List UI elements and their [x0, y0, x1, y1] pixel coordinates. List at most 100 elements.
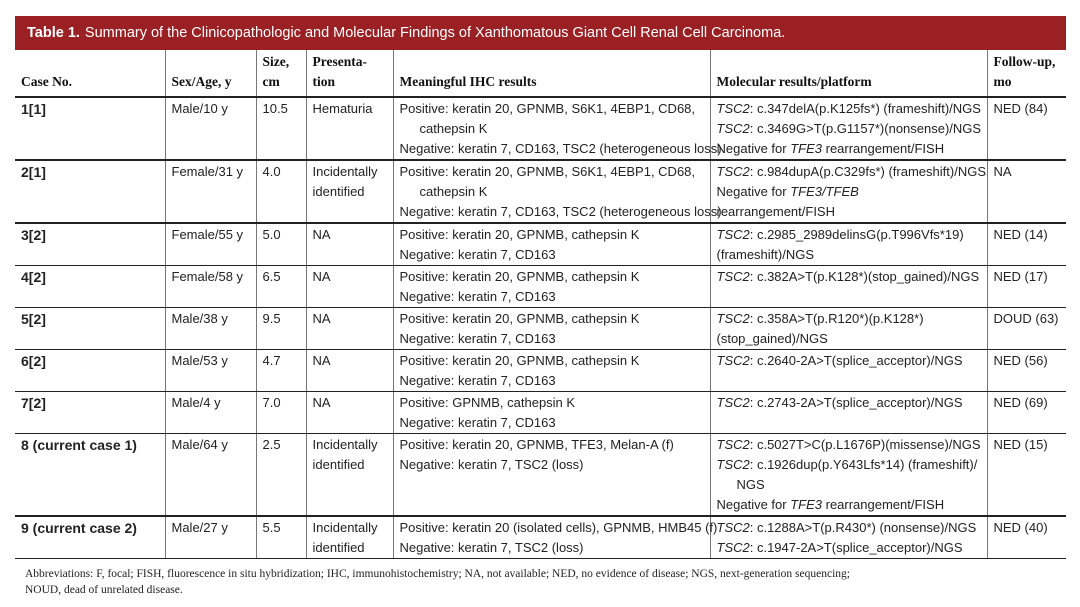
gene-name: TSC2 — [716, 311, 750, 326]
findings-table: Case No. Sex/Age, y Size, cm Presenta-tio… — [15, 50, 1066, 559]
gene-name: TSC2 — [716, 353, 750, 368]
cell-presentation: Incidentally identified — [305, 160, 393, 224]
cell-case: 7[2] — [15, 391, 165, 434]
col-header-ihc: Meaningful IHC results — [392, 50, 710, 98]
gene-name: TSC2 — [716, 121, 750, 136]
footnote-line-1: Abbreviations: F, focal; FISH, fluoresce… — [25, 568, 850, 580]
gene-name: TFE3 — [790, 497, 822, 512]
cell-case: 5[2] — [15, 307, 165, 350]
cell-presentation: NA — [305, 223, 393, 266]
table-row: 9 (current case 2) Male/27 y 5.5 Incidental… — [15, 516, 1066, 559]
gene-name: TSC2 — [716, 269, 750, 284]
cell-presentation: Incidentally identified — [305, 433, 393, 517]
cell-presentation: Hematuria — [305, 97, 393, 161]
cell-molecular: TSC2: c.358A>T(p.R120*)(p.K128*) (stop_ga… — [709, 307, 987, 350]
gene-name: TFE3 — [790, 141, 822, 156]
cell-sex-age: Female/55 y — [164, 223, 256, 266]
cell-case: 1[1] — [15, 97, 165, 161]
cell-followup: NED (17) — [986, 265, 1066, 308]
table-footnote: Abbreviations: F, focal; FISH, fluoresce… — [25, 566, 1065, 598]
col-header-sex-age: Sex/Age, y — [164, 50, 256, 98]
cell-ihc: Positive: keratin 20, GPNMB, cathepsin K… — [392, 307, 710, 350]
cell-followup: NED (84) — [986, 97, 1066, 161]
gene-name: TSC2 — [716, 457, 750, 472]
cell-followup: NED (69) — [986, 391, 1066, 434]
cell-size: 4.0 — [255, 160, 306, 224]
cell-followup: NED (40) — [986, 516, 1066, 559]
cell-ihc: Positive: keratin 20, GPNMB, S6K1, 4EBP1… — [392, 97, 722, 161]
cell-size: 4.7 — [255, 349, 306, 392]
cell-size: 9.5 — [255, 307, 306, 350]
cell-followup: DOUD (63) — [986, 307, 1066, 350]
gene-name: TSC2 — [716, 164, 750, 179]
gene-name: TSC2 — [716, 540, 750, 555]
cell-sex-age: Female/58 y — [164, 265, 256, 308]
table-title-bar: Table 1. Summary of the Clinicopathologi… — [15, 16, 1066, 50]
gene-name: TSC2 — [716, 520, 750, 535]
col-header-presentation: Presenta-tion — [305, 50, 393, 98]
cell-sex-age: Female/31 y — [164, 160, 256, 224]
cell-sex-age: Male/4 y — [164, 391, 256, 434]
table-row: 6[2] Male/53 y 4.7 NA Positive: keratin 20, … — [15, 349, 1066, 392]
cell-followup: NED (14) — [986, 223, 1066, 266]
cell-ihc: Positive: keratin 20, GPNMB, cathepsin K… — [392, 265, 710, 308]
cell-followup: NED (15) — [986, 433, 1066, 517]
table-row: 5[2] Male/38 y 9.5 NA Positive: keratin 20, … — [15, 307, 1066, 350]
cell-size: 7.0 — [255, 391, 306, 434]
cell-sex-age: Male/10 y — [164, 97, 256, 161]
col-header-followup: Follow-up, mo — [986, 50, 1066, 98]
cell-size: 2.5 — [255, 433, 306, 517]
cell-case: 9 (current case 2) — [15, 516, 165, 559]
cell-presentation: Incidentally identified — [305, 516, 393, 559]
cell-case: 4[2] — [15, 265, 165, 308]
cell-followup: NED (56) — [986, 349, 1066, 392]
cell-sex-age: Male/53 y — [164, 349, 256, 392]
cell-size: 5.5 — [255, 516, 306, 559]
cell-presentation: NA — [305, 265, 393, 308]
table-row: 8 (current case 1) Male/64 y 2.5 Incidental… — [15, 433, 1066, 517]
cell-presentation: NA — [305, 349, 393, 392]
cell-size: 10.5 — [255, 97, 306, 161]
gene-name: TFE3/TFEB — [790, 184, 859, 199]
cell-ihc: Positive: GPNMB, cathepsin K Negative: ke… — [392, 391, 710, 434]
col-header-case: Case No. — [15, 50, 165, 98]
cell-ihc: Positive: keratin 20 (isolated cells), G… — [392, 516, 717, 559]
table-body: 1[1] Male/10 y 10.5 Hematuria Positive: kera… — [15, 97, 1066, 559]
cell-ihc: Positive: keratin 20, GPNMB, TFE3, Melan… — [392, 433, 710, 517]
cell-molecular: TSC2: c.2640-2A>T(splice_acceptor)/NGS — [709, 349, 987, 392]
footnote-line-2: NOUD, dead of unrelated disease. — [25, 584, 183, 596]
gene-name: TSC2 — [716, 227, 750, 242]
col-header-size: Size, cm — [255, 50, 306, 98]
cell-molecular: TSC2: c.5027T>C(p.L1676P)(missense)/NGS T… — [709, 433, 987, 517]
cell-sex-age: Male/27 y — [164, 516, 256, 559]
table-row: 1[1] Male/10 y 10.5 Hematuria Positive: kera… — [15, 97, 1066, 161]
cell-sex-age: Male/38 y — [164, 307, 256, 350]
cell-presentation: NA — [305, 391, 393, 434]
table-row: 2[1] Female/31 y 4.0 Incidentally identified… — [15, 160, 1066, 224]
cell-molecular: TSC2: c.382A>T(p.K128*)(stop_gained)/NGS — [709, 265, 987, 308]
cell-case: 2[1] — [15, 160, 165, 224]
cell-case: 6[2] — [15, 349, 165, 392]
cell-ihc: Positive: keratin 20, GPNMB, cathepsin K… — [392, 349, 710, 392]
cell-molecular: TSC2: c.2985_2989delinsG(p.T996Vfs*19) (f… — [709, 223, 987, 266]
cell-molecular: TSC2: c.1288A>T(p.R430*) (nonsense)/NGS T… — [709, 516, 987, 559]
cell-sex-age: Male/64 y — [164, 433, 256, 517]
gene-name: TSC2 — [716, 101, 750, 116]
header-row: Case No. Sex/Age, y Size, cm Presenta-tio… — [15, 50, 1066, 98]
cell-molecular: TSC2: c.347delA(p.K125fs*) (frameshift)/… — [709, 97, 987, 161]
table-label: Table 1. — [27, 25, 80, 41]
table-row: 3[2] Female/55 y 5.0 NA Positive: keratin 20… — [15, 223, 1066, 266]
cell-size: 5.0 — [255, 223, 306, 266]
cell-ihc: Positive: keratin 20, GPNMB, cathepsin K… — [392, 223, 710, 266]
gene-name: TSC2 — [716, 437, 750, 452]
table-row: 7[2] Male/4 y 7.0 NA Positive: GPNMB, cathep… — [15, 391, 1066, 434]
cell-followup: NA — [986, 160, 1066, 224]
table-title: Summary of the Clinicopathologic and Mol… — [84, 25, 786, 41]
cell-molecular: TSC2: c.2743-2A>T(splice_acceptor)/NGS — [709, 391, 987, 434]
cell-case: 8 (current case 1) — [15, 433, 165, 517]
col-header-molecular: Molecular results/platform — [709, 50, 987, 98]
table-row: 4[2] Female/58 y 6.5 NA Positive: keratin 20… — [15, 265, 1066, 308]
cell-molecular: TSC2: c.984dupA(p.C329fs*) (frameshift)/… — [709, 160, 987, 224]
cell-case: 3[2] — [15, 223, 165, 266]
cell-size: 6.5 — [255, 265, 306, 308]
